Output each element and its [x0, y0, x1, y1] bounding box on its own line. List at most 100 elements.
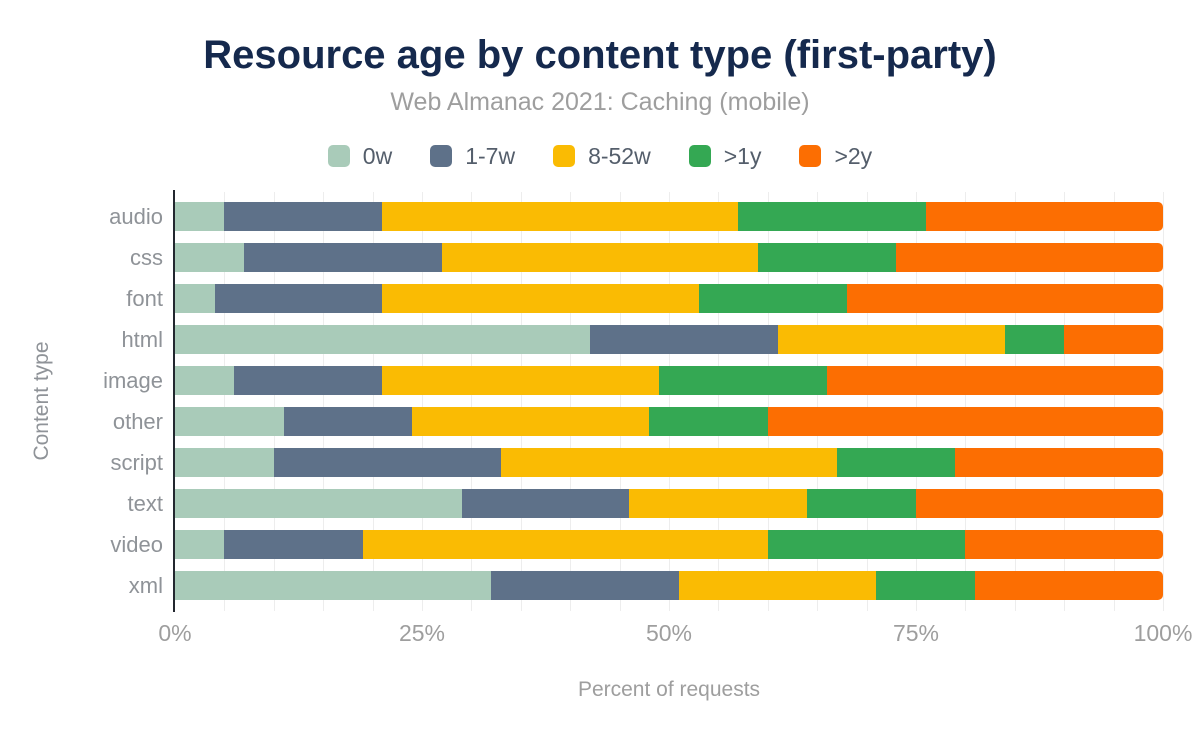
x-axis-ticks: 0% 25% 50% 75% 100% — [158, 620, 1192, 646]
bar-segment-font-1-7w — [214, 284, 383, 313]
bar-segment-css->2y — [896, 243, 1163, 272]
gridline — [224, 192, 226, 611]
bar-segment-other-0w — [175, 407, 284, 436]
bar-segment-html-1-7w — [589, 325, 778, 354]
legend-item-2: 8-52w — [553, 143, 651, 170]
bar-segment-font-8-52w — [382, 284, 699, 313]
bar-segment-html-8-52w — [777, 325, 1005, 354]
gridline — [866, 192, 868, 611]
bar-segment-text-0w — [175, 489, 462, 518]
bar-segment-image-1-7w — [234, 366, 383, 395]
category-label-text: text — [127, 490, 163, 516]
bar-segment-audio->1y — [738, 202, 926, 231]
category-label-other: other — [112, 408, 163, 434]
bar-segment-html->2y — [1064, 325, 1163, 354]
bar-segment-xml->1y — [876, 571, 976, 600]
bar-font — [175, 284, 1163, 313]
bar-segment-image->1y — [659, 366, 828, 395]
x-tick-label-100: 100% — [1133, 620, 1193, 646]
category-label-xml: xml — [128, 572, 163, 598]
bar-row-video — [175, 524, 1163, 565]
legend-label: 0w — [362, 142, 393, 169]
y-axis-line — [173, 190, 175, 612]
bar-segment-text-8-52w — [629, 489, 808, 518]
legend-swatch-icon — [799, 145, 822, 167]
bar-row-audio — [175, 196, 1163, 237]
gridline — [273, 192, 275, 611]
bar-html — [175, 325, 1163, 354]
bar-row-xml — [175, 565, 1163, 606]
bar-segment-script-0w — [175, 448, 274, 477]
gridline — [718, 192, 720, 611]
gridline — [965, 192, 967, 611]
legend-label: 1-7w — [465, 142, 516, 169]
bar-segment-text-1-7w — [461, 489, 630, 518]
x-tick-label-75: 75% — [892, 620, 940, 646]
legend-swatch-icon — [327, 145, 350, 167]
bar-segment-audio-1-7w — [224, 202, 383, 231]
gridline — [767, 192, 769, 611]
bar-audio — [175, 202, 1163, 231]
bar-xml — [175, 571, 1163, 600]
bar-text — [175, 489, 1163, 518]
gridline — [916, 192, 917, 611]
bar-segment-other-1-7w — [283, 407, 413, 436]
legend-label: >2y — [834, 142, 873, 169]
bar-row-image — [175, 360, 1163, 401]
bar-row-font — [175, 278, 1163, 319]
bar-segment-font-0w — [175, 284, 215, 313]
x-tick-label-25: 25% — [398, 620, 446, 646]
gridline — [520, 192, 522, 611]
gridline — [1163, 192, 1164, 611]
legend-item-3: >1y — [688, 142, 762, 170]
bar-segment-video-0w — [175, 530, 225, 559]
legend-swatch-icon — [430, 145, 453, 167]
bar-segment-script->2y — [955, 448, 1163, 477]
legend-item-1: 1-7w — [430, 143, 515, 170]
bar-segment-script-8-52w — [501, 448, 837, 477]
gridline — [323, 192, 325, 611]
category-label-html: html — [121, 326, 163, 352]
bar-segment-html-0w — [175, 325, 590, 354]
bar-segment-video-8-52w — [362, 530, 768, 559]
gridline — [570, 192, 572, 611]
legend-swatch-icon — [553, 145, 576, 167]
bars-layer — [175, 196, 1163, 606]
legend-swatch-icon — [688, 145, 711, 167]
legend-item-4: >2y — [799, 143, 872, 170]
bar-segment-text->2y — [915, 489, 1163, 518]
bar-segment-audio-8-52w — [382, 202, 739, 231]
gridline — [1014, 192, 1016, 611]
gridline — [619, 192, 621, 611]
bar-segment-script-1-7w — [273, 448, 502, 477]
bar-other — [175, 407, 1163, 436]
bar-segment-xml-1-7w — [491, 571, 679, 600]
bar-segment-image-8-52w — [382, 366, 660, 395]
bar-segment-video->1y — [767, 530, 966, 559]
grid-layer — [175, 192, 1164, 611]
category-label-script: script — [110, 449, 163, 475]
category-label-css: css — [130, 244, 163, 270]
bar-segment-xml-0w — [175, 571, 492, 600]
bar-row-html — [175, 319, 1163, 360]
chart-title: Resource age by content type (first-part… — [203, 33, 997, 77]
x-tick-label-50: 50% — [645, 620, 693, 646]
category-label-audio: audio — [109, 203, 163, 229]
category-label-video: video — [110, 531, 163, 557]
bar-segment-image-0w — [175, 366, 235, 395]
bar-segment-audio-0w — [175, 202, 225, 231]
bar-segment-other->2y — [767, 407, 1163, 436]
gridline — [422, 192, 423, 611]
bar-segment-css-1-7w — [244, 243, 442, 272]
bar-segment-font->2y — [846, 284, 1163, 313]
legend-item-0: 0w — [327, 142, 393, 170]
bar-segment-xml-8-52w — [678, 571, 877, 600]
x-axis-title: Percent of requests — [577, 678, 761, 701]
bar-row-other — [175, 401, 1163, 442]
bar-segment-other-8-52w — [412, 407, 650, 436]
legend-label: >1y — [723, 142, 762, 169]
bar-row-css — [175, 237, 1163, 278]
bar-css — [175, 243, 1163, 272]
bar-script — [175, 448, 1163, 477]
